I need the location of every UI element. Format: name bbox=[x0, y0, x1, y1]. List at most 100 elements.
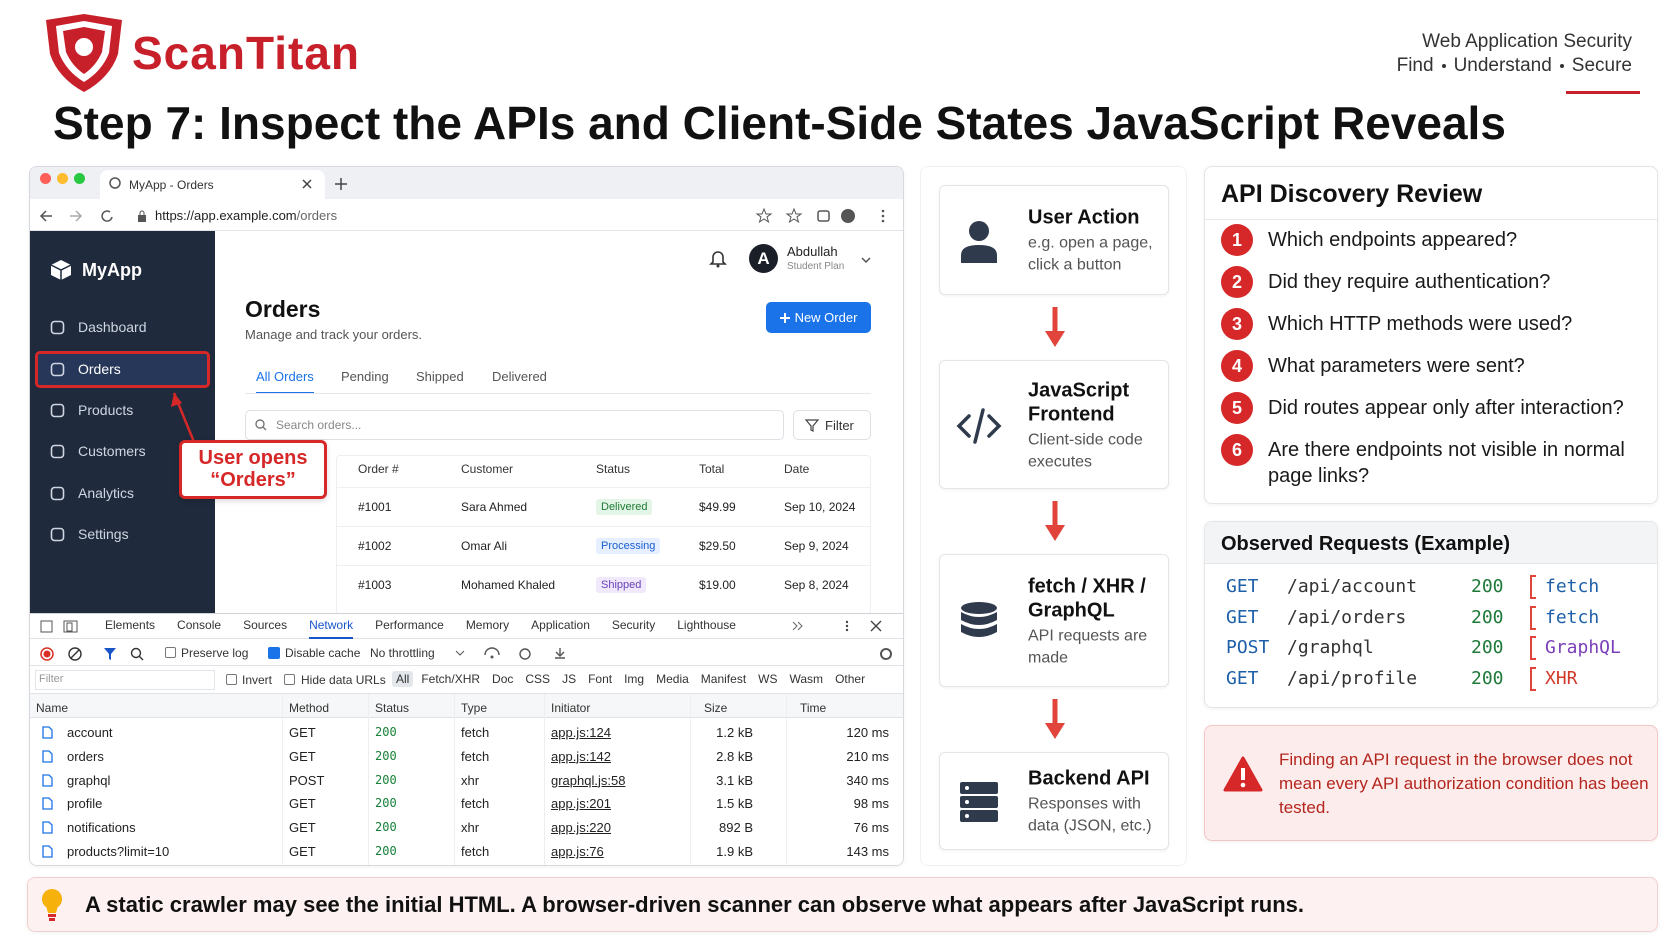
flow-step: JavaScript Frontend Client-side code exec… bbox=[939, 360, 1169, 489]
devtools-tab[interactable]: Console bbox=[177, 618, 222, 632]
network-cell: 2.8 kB bbox=[716, 748, 753, 764]
devtools-tab[interactable]: Performance bbox=[375, 618, 444, 632]
network-cell: profile bbox=[67, 796, 103, 812]
column-divider bbox=[786, 694, 787, 865]
checkbox[interactable] bbox=[165, 647, 176, 658]
type-filter[interactable]: Other bbox=[835, 672, 866, 686]
flow-title: JavaScript Frontend bbox=[1028, 379, 1130, 425]
network-cell: 200 bbox=[375, 844, 397, 858]
new-order-button[interactable]: New Order bbox=[766, 302, 871, 333]
nav-buttons bbox=[39, 210, 113, 222]
network-cell: app.js:220 bbox=[551, 820, 611, 836]
search-placeholder[interactable]: Search orders... bbox=[276, 418, 362, 432]
devtools-more bbox=[792, 620, 882, 632]
table-cell: Sep 10, 2024 bbox=[784, 500, 856, 514]
nav-item[interactable]: Dashboard bbox=[78, 319, 147, 335]
callout: User opens “Orders” bbox=[179, 440, 327, 499]
url[interactable]: https://app.example.com/orders bbox=[155, 208, 337, 223]
orders-subtitle: Manage and track your orders. bbox=[245, 327, 423, 342]
type-filter[interactable]: Manifest bbox=[700, 672, 747, 686]
motto-word: Find bbox=[1396, 55, 1434, 76]
checkbox-checked[interactable] bbox=[268, 647, 280, 659]
observed-cell: fetch bbox=[1545, 606, 1600, 628]
review-question: Which endpoints appeared? bbox=[1268, 229, 1518, 251]
devtools-tab[interactable]: Sources bbox=[243, 618, 288, 632]
motto-underline bbox=[1566, 91, 1640, 94]
type-filter[interactable]: All bbox=[392, 671, 414, 687]
observed-cell: GET bbox=[1226, 667, 1259, 689]
observed-cell: 200 bbox=[1471, 637, 1504, 658]
table-cell: Delivered bbox=[596, 499, 653, 515]
nav-icon bbox=[50, 486, 65, 501]
orders-tab[interactable]: Delivered bbox=[492, 369, 547, 384]
type-filter[interactable]: CSS bbox=[525, 672, 551, 686]
checkbox[interactable] bbox=[226, 674, 237, 685]
throttling[interactable]: No throttling bbox=[370, 646, 435, 660]
toolbar-icons-left bbox=[40, 647, 144, 661]
filter-label: Filter bbox=[825, 418, 854, 433]
devtools-tab[interactable]: Network bbox=[309, 618, 354, 639]
new-tab bbox=[335, 178, 347, 190]
checkbox[interactable] bbox=[284, 674, 295, 685]
flow-text: JavaScript Frontend Client-side code exec… bbox=[1028, 378, 1163, 473]
devtools-toolbar bbox=[30, 639, 903, 666]
network-column: Method bbox=[289, 701, 330, 715]
network-cell: 210 ms bbox=[846, 748, 889, 764]
nav-item[interactable]: Settings bbox=[78, 526, 129, 542]
table-cell: $29.50 bbox=[699, 539, 736, 553]
type-filter[interactable]: Font bbox=[588, 672, 613, 686]
lock-icon bbox=[138, 210, 146, 222]
devtools-tab[interactable]: Elements bbox=[105, 618, 156, 632]
nav-item[interactable]: Customers bbox=[78, 443, 146, 459]
devtools-tab[interactable]: Security bbox=[611, 618, 656, 632]
file-icon bbox=[42, 845, 53, 858]
review-question: Are there endpoints not visible in norma… bbox=[1268, 439, 1625, 487]
table-cell: $49.99 bbox=[699, 500, 736, 514]
network-cell: 200 bbox=[375, 820, 397, 835]
review-number: 6 bbox=[1221, 434, 1253, 466]
disable-cache: Disable cache bbox=[285, 646, 361, 660]
nav-item[interactable]: Analytics bbox=[78, 485, 135, 501]
table-header: Total bbox=[699, 462, 725, 476]
network-cell: GET bbox=[289, 748, 316, 764]
flow-desc: Responses with data (JSON, etc.) bbox=[1028, 795, 1152, 835]
type-filter[interactable]: Fetch/XHR bbox=[421, 672, 481, 686]
network-cell: app.js:124 bbox=[551, 725, 611, 740]
user-caret bbox=[861, 257, 871, 264]
type-filter[interactable]: Wasm bbox=[789, 672, 824, 686]
filter-button[interactable] bbox=[793, 410, 871, 440]
flow-icon bbox=[961, 601, 997, 637]
motto-word: Secure bbox=[1571, 55, 1632, 76]
bracket bbox=[1530, 605, 1536, 630]
nav-icon bbox=[50, 527, 65, 542]
page-title: Step 7: Inspect the APIs and Client-Side… bbox=[53, 97, 1506, 149]
type-filter[interactable]: Doc bbox=[492, 672, 514, 686]
network-cell: 76 ms bbox=[853, 820, 889, 836]
nav-item[interactable]: Orders bbox=[78, 361, 121, 377]
brand: ScanTitan bbox=[132, 27, 360, 79]
orders-tab[interactable]: Pending bbox=[341, 369, 389, 384]
devtools-tab[interactable]: Memory bbox=[465, 618, 510, 632]
table-header: Status bbox=[596, 462, 631, 476]
column-divider bbox=[454, 694, 455, 865]
observed-cell: /api/orders bbox=[1287, 606, 1407, 628]
tagline: Web Application Security bbox=[1422, 31, 1632, 52]
app-logo bbox=[50, 260, 72, 280]
type-filter[interactable]: Media bbox=[656, 672, 689, 686]
devtools-tab[interactable]: Lighthouse bbox=[677, 618, 736, 632]
type-filter[interactable]: JS bbox=[562, 672, 577, 686]
browser-tab[interactable] bbox=[100, 170, 325, 199]
network-cell: xhr bbox=[461, 820, 480, 836]
orders-tab[interactable]: Shipped bbox=[416, 369, 464, 384]
type-filter[interactable]: Img bbox=[624, 672, 645, 686]
network-cell: GET bbox=[289, 820, 316, 836]
type-filter[interactable]: WS bbox=[758, 672, 778, 686]
review-question: What parameters were sent? bbox=[1268, 355, 1525, 377]
network-cell: account bbox=[67, 725, 113, 740]
filter-placeholder[interactable]: Filter bbox=[39, 673, 64, 685]
devtools-tab[interactable]: Application bbox=[531, 618, 590, 632]
avatar[interactable]: A bbox=[749, 244, 778, 273]
nav-item[interactable]: Products bbox=[78, 402, 134, 418]
